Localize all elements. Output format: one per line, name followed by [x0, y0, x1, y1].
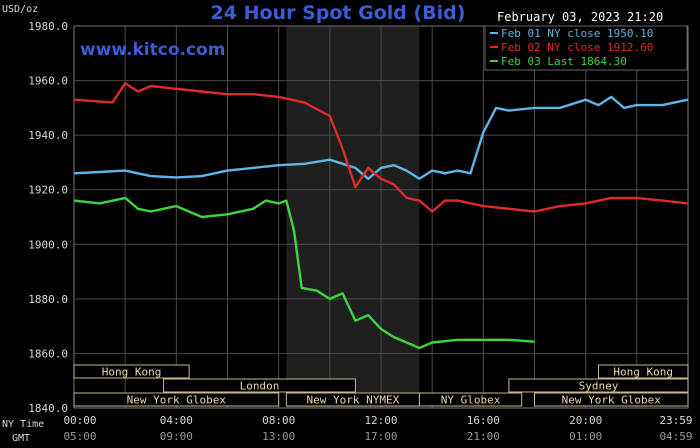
x-tick-ny: 04:00 [160, 414, 193, 427]
legend-box [484, 25, 688, 71]
x-tick-gmt: 13:00 [262, 430, 295, 443]
y-tick-label: 1920.0 [28, 184, 68, 197]
chart-title: 24 Hour Spot Gold (Bid) [211, 2, 466, 24]
series-layer [73, 82, 689, 350]
x-tick-gmt: 17:00 [364, 430, 397, 443]
y-tick-label: 1980.0 [28, 20, 68, 33]
series-line-3 [73, 196, 535, 350]
x-tick-ny: 23:59 [659, 414, 692, 427]
x-tick-ny: 08:00 [262, 414, 295, 427]
series-line-2 [73, 82, 689, 213]
x-tick-gmt: 01:00 [569, 430, 602, 443]
market-session-label: New York Globex [127, 394, 227, 407]
x-tick-gmt: 21:00 [467, 430, 500, 443]
nymex-shade-layer [286, 26, 420, 408]
x-tick-gmt: 04:59 [659, 430, 692, 443]
y-tick-label: 1840.0 [28, 402, 68, 415]
y-tick-label: 1900.0 [28, 238, 68, 251]
market-session-box [508, 378, 689, 393]
market-session-label: Hong Kong [102, 366, 162, 379]
market-session-label: Hong Kong [613, 366, 673, 379]
legend-entry: Feb 01 NY close 1950.10 [501, 27, 653, 40]
y-tick-label: 1860.0 [28, 347, 68, 360]
market-session-box [163, 378, 356, 393]
market-session-label: New York NYMEX [306, 394, 399, 407]
ny-time-label: NY Time [2, 419, 44, 430]
y-tick-label: 1960.0 [28, 75, 68, 88]
brand-url: www.kitco.com [80, 40, 225, 60]
market-session-box [597, 364, 689, 379]
x-tick-ny: 00:00 [63, 414, 96, 427]
market-session-box [73, 364, 190, 379]
grid-layer [73, 25, 689, 409]
series-line-1 [73, 95, 689, 180]
market-session-box [418, 392, 523, 407]
axis-labels-layer: 1840.0 1860.0 1880.0 1900.0 1920.0 1940.0 1960… [28, 20, 692, 443]
y-unit-label: USD/oz [2, 4, 38, 15]
gmt-label: GMT [12, 433, 30, 444]
x-tick-ny: 16:00 [467, 414, 500, 427]
x-tick-gmt: 09:00 [160, 430, 193, 443]
market-session-label: NY Globex [441, 394, 501, 407]
y-tick-label: 1880.0 [28, 293, 68, 306]
nymex-shaded-region [286, 26, 420, 408]
market-session-label: Sydney [579, 380, 619, 393]
x-tick-gmt: 05:00 [63, 430, 96, 443]
chart-datetime: February 03, 2023 21:20 [497, 10, 663, 24]
market-session-box [534, 392, 689, 407]
legend-entry: Feb 02 NY close 1912.60 [501, 41, 653, 54]
plot-frame [73, 25, 689, 409]
market-session-box [73, 392, 280, 407]
y-tick-label: 1940.0 [28, 129, 68, 142]
x-tick-ny: 20:00 [569, 414, 602, 427]
market-session-label: New York Globex [562, 394, 662, 407]
legend-entry: Feb 03 Last 1864.30 [501, 55, 627, 68]
x-tick-ny: 12:00 [364, 414, 397, 427]
market-session-label: London [240, 380, 280, 393]
